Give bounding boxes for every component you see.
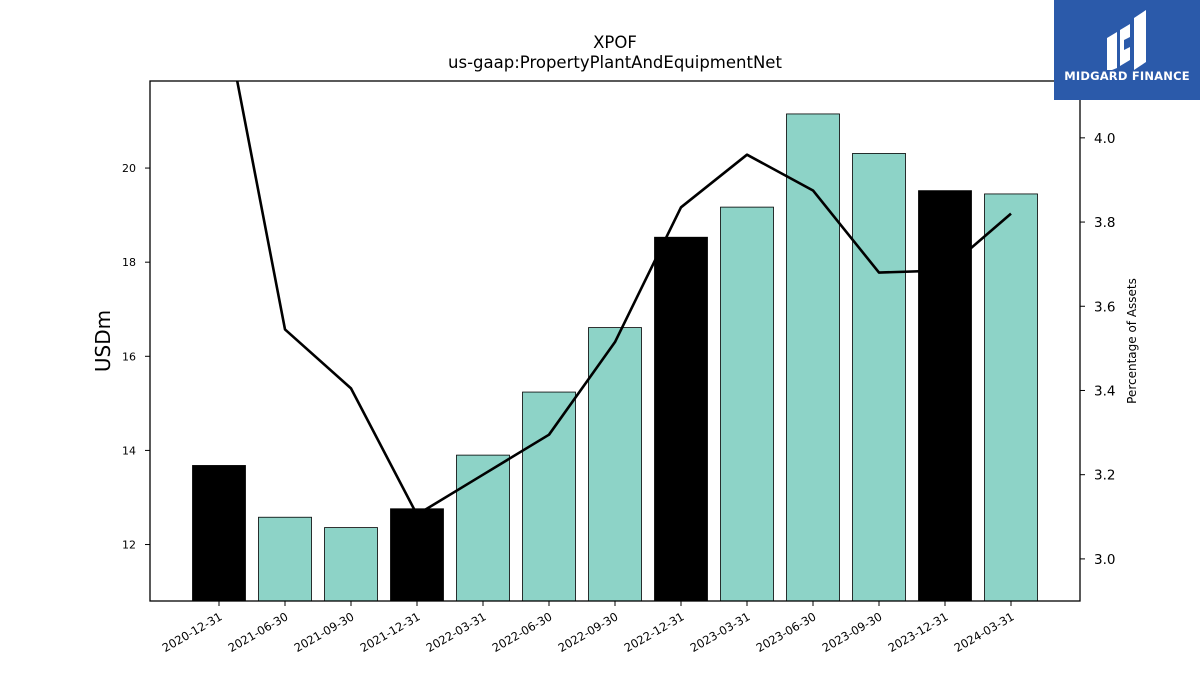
logo-mark-icon: [1107, 10, 1146, 70]
x-tick-label: 2023-06-30: [754, 609, 819, 655]
y2-tick-label: 3.8: [1094, 215, 1115, 231]
bar-2024-03-31: [984, 193, 1038, 602]
bar-2020-12-31: [192, 465, 246, 602]
bars-group: [192, 113, 1038, 602]
y2-tick-label: 4.0: [1094, 131, 1115, 147]
x-tick-label: 2022-12-31: [622, 609, 687, 655]
x-tick-label: 2020-12-31: [160, 609, 225, 655]
logo-text: MIDGARD FINANCE: [1064, 69, 1190, 83]
chart-title: XPOF: [593, 33, 637, 52]
line-percentage-of-assets: [235, 81, 1012, 516]
y2-tick-label: 3.6: [1094, 299, 1115, 315]
y-tick-label: 12: [122, 539, 136, 552]
y2-axis-label: Percentage of Assets: [1125, 278, 1139, 404]
bar-2021-12-31: [390, 508, 444, 602]
chart-subtitle: us-gaap:PropertyPlantAndEquipmentNet: [448, 53, 782, 72]
line-layer: [235, 81, 1012, 516]
y-tick-label: 20: [122, 162, 136, 175]
y2-tick-label: 3.2: [1094, 468, 1115, 484]
bar-2023-06-30: [786, 113, 840, 602]
bar-2021-09-30: [324, 527, 378, 602]
x-tick-label: 2021-06-30: [226, 609, 291, 655]
x-tick-label: 2022-03-31: [424, 609, 489, 655]
x-tick-label: 2022-09-30: [556, 609, 621, 655]
x-tick-label: 2023-03-31: [688, 609, 753, 655]
y-tick-label: 18: [122, 256, 136, 269]
bar-2021-06-30: [258, 516, 312, 602]
x-tick-label: 2022-06-30: [490, 609, 555, 655]
x-tick-label: 2024-03-31: [952, 609, 1017, 655]
bar-2022-12-31: [654, 236, 708, 602]
x-tick-label: 2021-09-30: [292, 609, 357, 655]
midgard-finance-logo: MIDGARD FINANCE: [1054, 0, 1200, 100]
y2-tick-label: 3.4: [1094, 383, 1115, 399]
x-tick-label: 2021-12-31: [358, 609, 423, 655]
y-tick-label: 16: [122, 350, 136, 363]
bar-2023-12-31: [918, 190, 972, 602]
bar-2023-03-31: [720, 206, 774, 602]
bar-2022-06-30: [522, 391, 576, 602]
x-tick-label: 2023-09-30: [820, 609, 885, 655]
y2-tick-label: 3.0: [1094, 552, 1115, 568]
bar-2023-09-30: [852, 153, 906, 602]
bar-2022-09-30: [588, 327, 642, 602]
y-tick-label: 14: [122, 444, 136, 457]
bar-2022-03-31: [456, 454, 510, 602]
y-axis-label: USDm: [91, 310, 115, 372]
x-tick-label: 2023-12-31: [886, 609, 951, 655]
